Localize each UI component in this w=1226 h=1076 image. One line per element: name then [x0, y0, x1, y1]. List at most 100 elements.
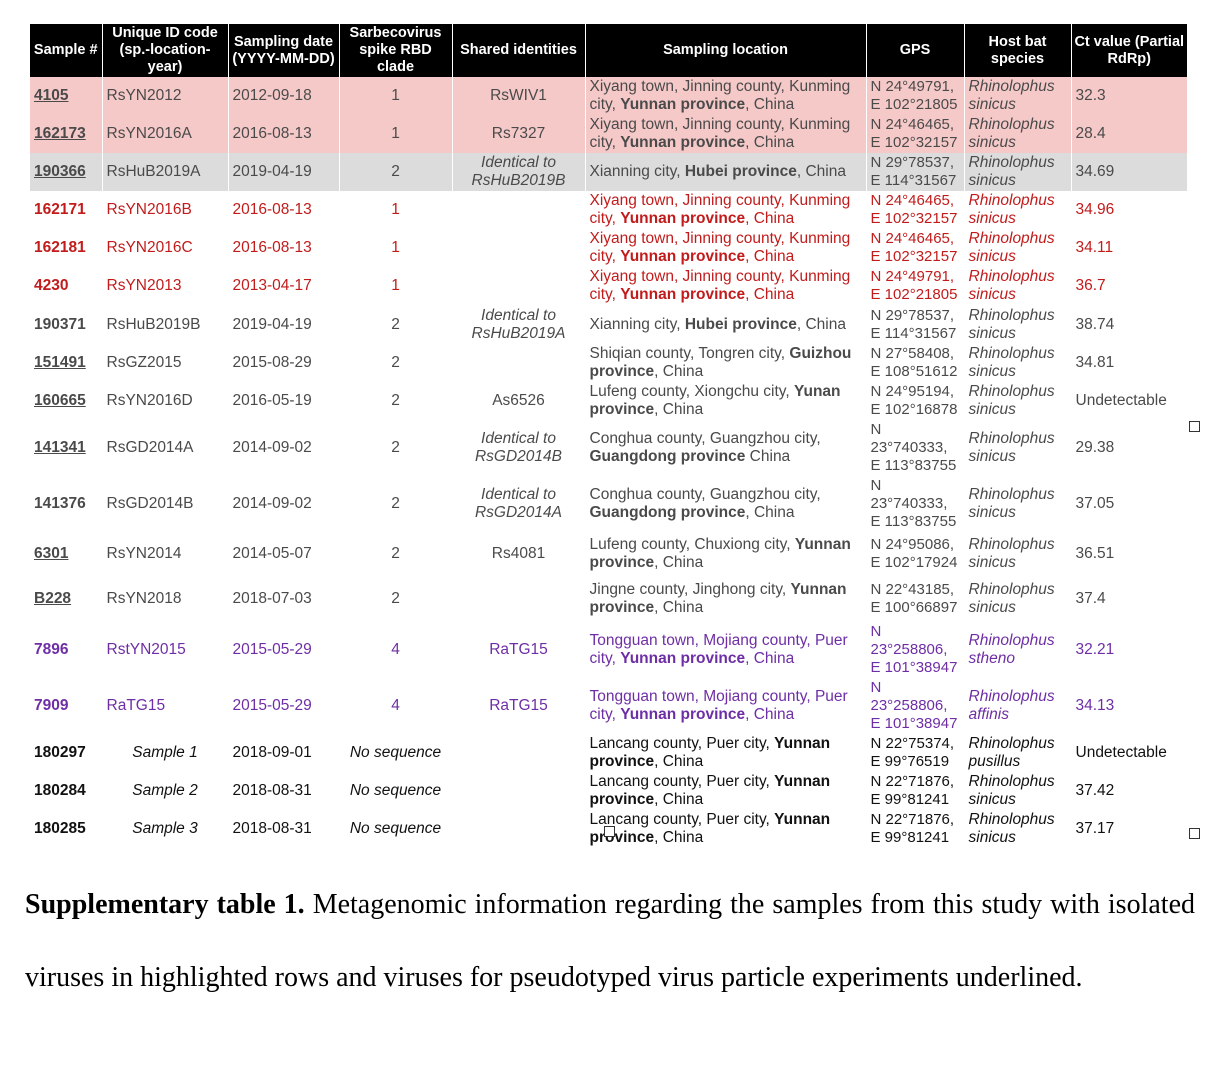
cell-sampling-location: Lufeng county, Chuxiong city, Yunnan pro… — [585, 532, 867, 575]
table-caption: Supplementary table 1. Metagenomic infor… — [25, 868, 1195, 1014]
host-species: sinicus — [968, 504, 1016, 521]
cell-shared-identity: Rs7327 — [452, 115, 586, 153]
cell-host-species: Rhinolophus sinicus — [964, 532, 1072, 575]
cell-shared-identity: Identical to RsGD2014A — [452, 476, 586, 532]
cell-unique-id: Sample 3 — [102, 810, 229, 848]
table-row: 190371 RsHuB2019B 2019-04-19 2 Identical to … — [30, 305, 1188, 344]
location-country: , China — [654, 363, 704, 380]
host-genus: Rhinolophus — [968, 632, 1055, 649]
cell-ct-value: Undetectable — [1071, 734, 1188, 772]
cell-ct-value: 34.96 — [1071, 191, 1188, 229]
cell-unique-id: RsGZ2015 — [102, 344, 229, 382]
location-province: Yunnan province — [589, 735, 831, 770]
cell-sampling-location: Tongguan town, Mojiang county, Puer city… — [585, 622, 867, 678]
host-genus: Rhinolophus — [968, 78, 1055, 95]
checkbox-marker — [1189, 421, 1200, 432]
location-province: Yunnan province — [589, 580, 847, 616]
gps-longitude: E 100°66897 — [870, 598, 958, 616]
gps-latitude: N 29°78537, — [870, 306, 955, 324]
gps-latitude: N 22°71876, — [870, 773, 955, 790]
gps-latitude: N 23°740333, — [870, 421, 948, 456]
location-province: Yunnan province — [620, 286, 746, 303]
cell-sampling-location: Jingne county, Jinghong city, Yunnan pro… — [585, 575, 867, 622]
cell-sampling-date: 2016-05-19 — [228, 382, 340, 420]
cell-sampling-location: Xiyang town, Jinning county, Kunming cit… — [585, 115, 867, 153]
host-species: sinicus — [968, 210, 1016, 227]
cell-rbd-clade: 2 — [339, 305, 453, 344]
cell-gps: N 24°46465, E 102°32157 — [866, 115, 965, 153]
gps-latitude: N 29°78537, — [870, 154, 955, 171]
header-ct-value: Ct value (Partial RdRp) — [1071, 24, 1187, 77]
location-country: , China — [796, 315, 846, 333]
sample-number: 4230 — [34, 277, 69, 294]
location-detail: Conghua county, Guangzhou city, — [589, 430, 821, 447]
gps-latitude: N 24°95086, — [870, 535, 955, 553]
cell-ct-value: 28.4 — [1071, 115, 1188, 153]
cell-shared-identity — [452, 344, 586, 382]
cell-unique-id: RsYN2016C — [102, 229, 229, 267]
cell-host-species: Rhinolophus sinicus — [964, 115, 1072, 153]
table-row: 151491 RsGZ2015 2015-08-29 2 Shiqian county,… — [30, 344, 1188, 382]
cell-shared-identity: RaTG15 — [452, 622, 586, 678]
host-genus: Rhinolophus — [968, 430, 1055, 447]
location-detail: Lancang county, Puer city, — [589, 773, 775, 790]
host-genus: Rhinolophus — [968, 688, 1055, 705]
cell-sampling-date: 2014-09-02 — [228, 476, 340, 532]
location-province: Yunnan province — [620, 706, 746, 723]
gps-longitude: E 99°76519 — [870, 753, 950, 770]
cell-gps: N 24°95194, E 102°16878 — [866, 382, 965, 420]
cell-sampling-location: Xianning city, Hubei province, China — [585, 305, 867, 344]
table-row: 162173 RsYN2016A 2016-08-13 1 Rs7327 Xiyang t… — [30, 115, 1188, 153]
cell-shared-identity — [452, 734, 586, 772]
sample-number: 190371 — [34, 315, 86, 333]
gps-longitude: E 113°83755 — [870, 457, 957, 474]
gps-longitude: E 102°32157 — [870, 248, 958, 265]
cell-host-species: Rhinolophus sinicus — [964, 77, 1072, 115]
cell-sampling-date: 2015-05-29 — [228, 678, 340, 734]
cell-sample-number: 4230 — [30, 267, 103, 305]
table-body: 4105 RsYN2012 2012-09-18 1 RsWIV1 Xiyang town… — [30, 77, 1188, 848]
caption-text: Metagenomic information regarding the sa… — [25, 889, 1195, 993]
host-genus: Rhinolophus — [968, 580, 1055, 598]
cell-sample-number: 141376 — [30, 476, 103, 532]
location-country: , China — [745, 134, 795, 151]
cell-gps: N 23°740333, E 113°83755 — [866, 476, 965, 532]
cell-sampling-location: Xiyang town, Jinning county, Kunming cit… — [585, 191, 867, 229]
gps-longitude: E 102°32157 — [870, 210, 958, 227]
host-species: sinicus — [968, 553, 1016, 571]
cell-shared-identity: RsWIV1 — [452, 77, 586, 115]
gps-latitude: N 22°43185, — [870, 580, 955, 598]
cell-rbd-clade: 2 — [339, 153, 453, 191]
cell-host-species: Rhinolophus sinicus — [964, 305, 1072, 344]
host-species: sinicus — [968, 324, 1016, 342]
cell-shared-identity — [452, 772, 586, 810]
host-genus: Rhinolophus — [968, 383, 1055, 400]
cell-sampling-date: 2018-09-01 — [228, 734, 340, 772]
cell-sampling-date: 2016-08-13 — [228, 115, 340, 153]
cell-ct-value: 32.21 — [1071, 622, 1188, 678]
location-detail: Xiyang town, Jinning county, Kunming cit… — [589, 230, 851, 265]
cell-rbd-clade: 1 — [339, 77, 453, 115]
table-row: 7909 RaTG15 2015-05-29 4 RaTG15 Tongguan town… — [30, 678, 1188, 734]
header-rbd-clade: Sarbecovirus spike RBD clade — [339, 24, 453, 77]
gps-longitude: E 102°21805 — [870, 286, 958, 303]
cell-rbd-clade: 2 — [339, 575, 453, 622]
cell-sample-number: 190366 — [30, 153, 103, 191]
cell-unique-id: RstYN2015 — [102, 622, 229, 678]
cell-sampling-location: Conghua county, Guangzhou city, Guangdon… — [585, 476, 867, 532]
cell-sampling-location: Lancang county, Puer city, Yunnan provin… — [585, 772, 867, 810]
host-genus: Rhinolophus — [968, 486, 1055, 503]
cell-sampling-location: Lancang county, Puer city, Yunnan provin… — [585, 734, 867, 772]
table-row: 4105 RsYN2012 2012-09-18 1 RsWIV1 Xiyang town… — [30, 77, 1188, 115]
host-species: sinicus — [968, 172, 1016, 189]
cell-sample-number: 180297 — [30, 734, 103, 772]
gps-longitude: E 108°51612 — [870, 363, 958, 380]
gps-latitude: N 23°258806, — [870, 679, 948, 714]
location-province: Guangdong province — [589, 504, 746, 521]
cell-sampling-date: 2015-05-29 — [228, 622, 340, 678]
cell-sampling-date: 2014-05-07 — [228, 532, 340, 575]
location-detail: Lufeng county, Chuxiong city, — [589, 535, 795, 553]
location-country: , China — [796, 163, 846, 180]
location-detail: Conghua county, Guangzhou city, — [589, 486, 821, 503]
location-country: , China — [745, 504, 795, 521]
